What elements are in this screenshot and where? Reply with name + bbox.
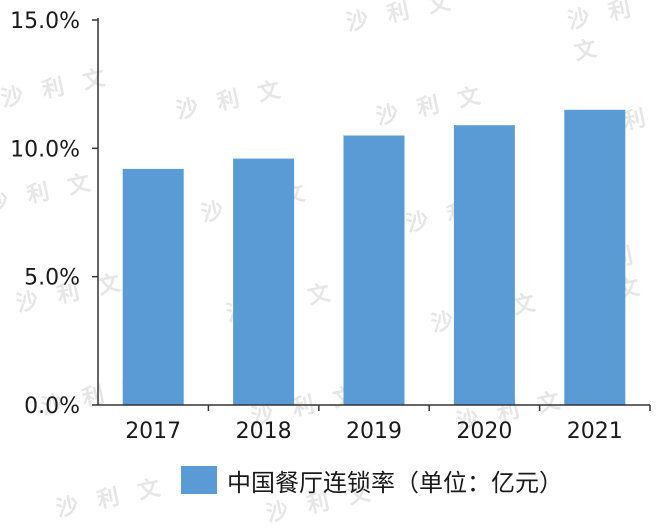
x-tick-label: 2020 <box>456 419 512 444</box>
x-tick-label: 2018 <box>236 419 292 444</box>
legend-label: 中国餐厅连锁率（单位：亿元） <box>227 468 563 497</box>
plot-area: 2017 2018 2019 2020 2021 0.0% 5.0% 10.0% 15.0% <box>10 9 651 444</box>
y-tick-label: 5.0% <box>24 266 80 291</box>
bar-2017 <box>122 168 184 405</box>
ticks-layer: 2017 2018 2019 2020 2021 0.0% 5.0% 10.0% 15.0% <box>10 9 623 444</box>
y-tick-label: 15.0% <box>10 9 80 34</box>
bar-2020 <box>453 125 515 405</box>
y-tick-label: 0.0% <box>24 394 80 419</box>
bar-2019 <box>343 135 405 405</box>
bars-layer <box>122 109 626 406</box>
legend-swatch <box>181 466 217 494</box>
x-tick-label: 2017 <box>125 419 181 444</box>
y-tick-label: 10.0% <box>10 137 80 162</box>
axes-layer <box>92 18 651 411</box>
bar-2018 <box>233 158 295 405</box>
x-tick-label: 2021 <box>567 419 623 444</box>
legend: 中国餐厅连锁率（单位：亿元） <box>181 465 563 497</box>
x-tick-label: 2019 <box>346 419 402 444</box>
bar-2021 <box>564 109 626 406</box>
